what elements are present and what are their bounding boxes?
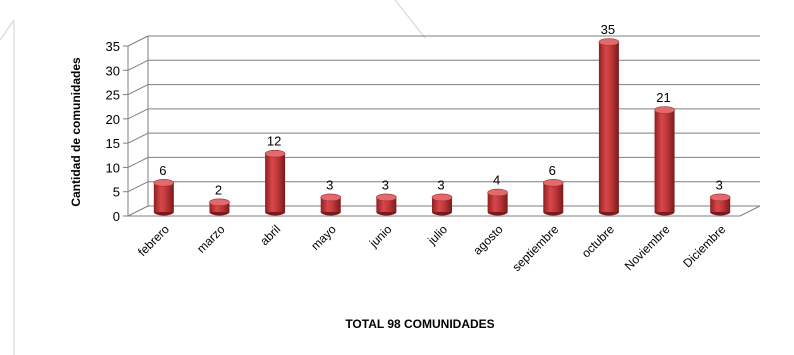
bar-Diciembre: [709, 193, 731, 216]
bar-body: [654, 110, 675, 212]
x-axis-title: TOTAL 98 COMUNIDADES: [345, 317, 494, 331]
y-axis-title: Cantidad de comunidades: [69, 57, 83, 207]
gridline-side-20: [127, 108, 149, 120]
y-tick-label: 10: [106, 160, 120, 175]
y-tick-label: 5: [113, 185, 120, 200]
bar-top: [264, 149, 286, 158]
bar-top: [598, 38, 620, 46]
bar-top: [376, 193, 397, 202]
data-label: 21: [656, 90, 670, 105]
data-label: 6: [549, 163, 556, 178]
x-tick-label: septiembre: [510, 222, 562, 274]
bar-top: [487, 188, 508, 197]
data-labels: 6 2 12 3 3 3 4 6 35 21 3: [159, 22, 723, 197]
x-tick-label: febrero: [135, 222, 172, 259]
bar-mayo: [320, 193, 342, 216]
y-tick-labels: 0 5 10 15 20 25 30 35: [106, 39, 120, 224]
data-label: 2: [215, 182, 222, 197]
bar-Noviembre: [654, 106, 675, 216]
gridline-side-25: [127, 84, 149, 96]
data-label: 35: [601, 22, 615, 37]
gridline-side-10: [127, 156, 149, 168]
bars: [153, 38, 731, 216]
decor-line-left: [0, 19, 15, 41]
bar-body: [320, 197, 341, 212]
bar-top: [542, 179, 564, 187]
gridline-side-30: [127, 59, 149, 71]
bar-septiembre: [542, 179, 564, 216]
bar-body: [153, 182, 174, 212]
bar-agosto: [487, 188, 508, 216]
side-wall-bottom-edge: [127, 205, 149, 217]
bar-julio: [431, 193, 453, 216]
data-label: 3: [382, 177, 389, 192]
x-tick-label: octubre: [579, 222, 617, 260]
bar-body: [376, 197, 397, 212]
x-tick-label: marzo: [194, 222, 228, 256]
data-label: 12: [267, 134, 281, 149]
bar-body: [432, 197, 452, 212]
data-label: 4: [493, 173, 500, 188]
bar-body: [598, 42, 619, 212]
y-tick-label: 30: [106, 63, 120, 78]
bar-body: [487, 192, 508, 212]
bar-abril: [264, 149, 286, 216]
y-tick-label: 15: [106, 136, 120, 151]
gridline-side-15: [127, 132, 149, 144]
bar-top: [209, 198, 230, 207]
bar-top: [320, 193, 342, 202]
x-tick-label: mayo: [308, 222, 339, 253]
y-tick-label: 20: [106, 112, 120, 127]
bar-body: [209, 202, 230, 212]
bar-octubre: [598, 38, 620, 216]
data-label: 6: [159, 163, 166, 178]
bar-top: [431, 193, 453, 202]
bar-top: [709, 193, 731, 202]
y-tick-label: 25: [106, 88, 120, 103]
bar-febrero: [153, 179, 175, 216]
y-tick-label: 0: [113, 209, 120, 224]
data-label: 3: [326, 177, 333, 192]
x-tick-label: Noviembre: [622, 222, 673, 273]
bar-top: [654, 106, 675, 114]
bar-top: [153, 179, 175, 187]
x-tick-labels: febrero marzo abril mayo junio julio agosto sep…: [135, 222, 728, 274]
data-label: 3: [716, 177, 723, 192]
x-tick-label: Diciembre: [680, 222, 728, 270]
gridline-side-5: [127, 181, 149, 193]
data-label: 3: [437, 177, 444, 192]
bar-body: [543, 182, 564, 212]
x-tick-label: agosto: [470, 222, 506, 258]
bar-junio: [376, 193, 397, 216]
decor-line-top: [394, 0, 426, 39]
bar-marzo: [209, 198, 230, 216]
bar-body: [710, 197, 731, 212]
x-tick-label: abril: [257, 222, 283, 248]
x-tick-label: julio: [424, 222, 450, 248]
y-tick-label: 35: [106, 39, 120, 54]
gridline-side-35: [127, 35, 149, 47]
floor-right-edge: [739, 205, 761, 217]
bar-body: [265, 153, 286, 212]
x-tick-label: junio: [366, 222, 395, 251]
